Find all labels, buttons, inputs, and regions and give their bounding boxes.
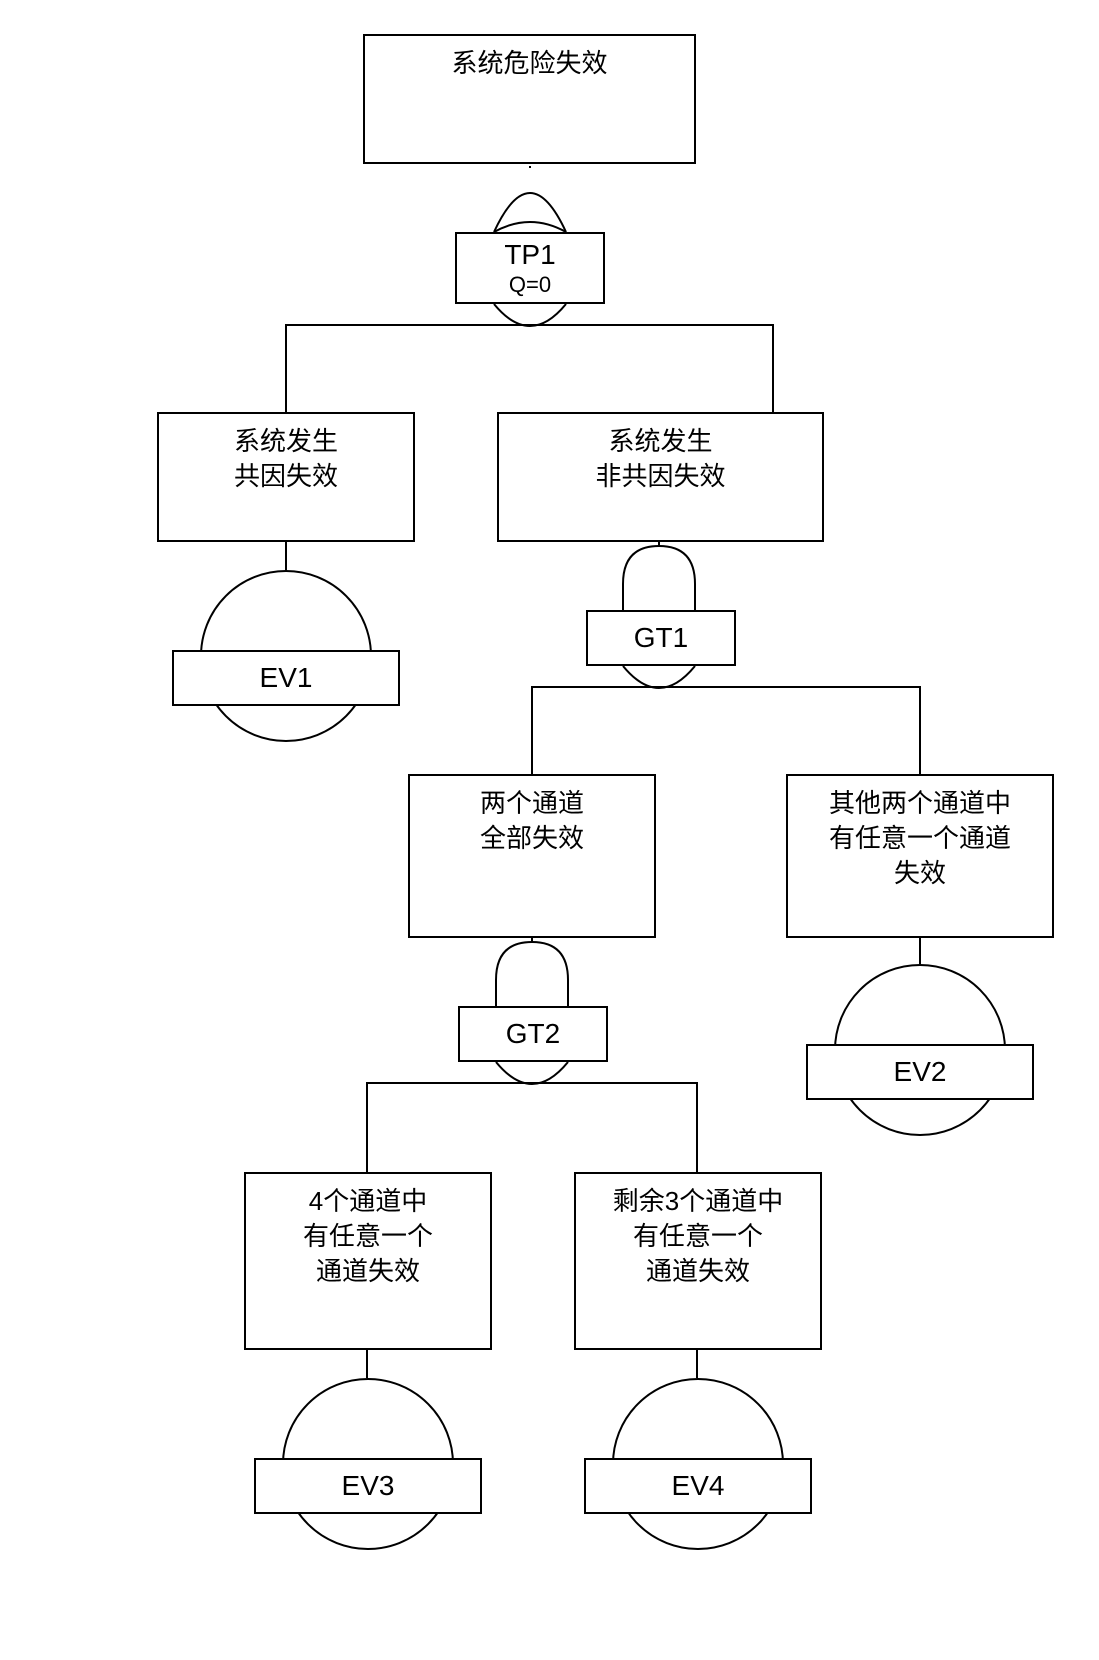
gate-id: GT2	[506, 1017, 560, 1051]
connector-line	[531, 686, 533, 774]
event-label-line: 系统发生	[234, 424, 338, 459]
event-label-line: 有任意一个	[303, 1219, 433, 1254]
connector-line	[285, 542, 287, 570]
event-label-line: 有任意一个	[633, 1219, 763, 1254]
event-ccf: 系统发生 共因失效	[157, 412, 415, 542]
gate-id: GT1	[634, 621, 688, 655]
event-label: 系统危险失效	[451, 46, 607, 81]
event-label-line: 通道失效	[646, 1254, 750, 1289]
basic-label-text: EV2	[894, 1056, 947, 1088]
connector-line	[285, 324, 287, 412]
connector-line	[696, 1350, 698, 1378]
gate-id: TP1	[504, 238, 555, 272]
event-top: 系统危险失效	[363, 34, 696, 164]
basic-event-ev4: EV4	[584, 1458, 812, 1514]
event-label-line: 系统发生	[608, 424, 712, 459]
gate-spread-icon	[488, 304, 572, 340]
or-gate-icon	[488, 166, 572, 234]
event-two-fail: 两个通道 全部失效	[408, 774, 656, 938]
basic-event-ev3: EV3	[254, 1458, 482, 1514]
basic-label-text: EV1	[260, 662, 313, 694]
gate-tp1-label: TP1 Q=0	[455, 232, 605, 304]
event-label-line: 失效	[894, 856, 946, 891]
basic-event-ev1: EV1	[172, 650, 400, 706]
event-other-one: 其他两个通道中 有任意一个通道 失效	[786, 774, 1054, 938]
fault-tree-canvas: 系统危险失效 TP1 Q=0 系统发生 共因失效 EV1 系统发生 非共因失效 …	[0, 0, 1099, 1660]
basic-label-text: EV4	[672, 1470, 725, 1502]
connector-line	[366, 1350, 368, 1378]
event-three-any: 剩余3个通道中 有任意一个 通道失效	[574, 1172, 822, 1350]
event-label-line: 全部失效	[480, 821, 584, 856]
event-label-line: 共因失效	[234, 459, 338, 494]
and-gate-icon	[617, 544, 701, 612]
connector-line	[919, 686, 921, 774]
gate-gt1-label: GT1	[586, 610, 736, 666]
connector-line	[772, 324, 774, 412]
gate-sublabel: Q=0	[509, 272, 551, 298]
gate-spread-icon	[617, 666, 701, 702]
connector-line	[532, 686, 920, 688]
event-label-line: 有任意一个通道	[829, 821, 1011, 856]
connector-line	[366, 1082, 368, 1172]
connector-line	[696, 1082, 698, 1172]
event-label-line: 4个通道中	[309, 1184, 427, 1219]
event-label-line: 剩余3个通道中	[613, 1184, 783, 1219]
basic-event-ev2: EV2	[806, 1044, 1034, 1100]
gate-spread-icon	[490, 1062, 574, 1098]
event-label-line: 两个通道	[480, 786, 584, 821]
basic-label-text: EV3	[342, 1470, 395, 1502]
connector-line	[919, 938, 921, 964]
event-label-line: 其他两个通道中	[829, 786, 1011, 821]
event-label-line: 非共因失效	[595, 459, 725, 494]
gate-gt2-label: GT2	[458, 1006, 608, 1062]
event-four-any: 4个通道中 有任意一个 通道失效	[244, 1172, 492, 1350]
event-nonccf: 系统发生 非共因失效	[497, 412, 824, 542]
event-label-line: 通道失效	[316, 1254, 420, 1289]
and-gate-icon	[490, 940, 574, 1008]
